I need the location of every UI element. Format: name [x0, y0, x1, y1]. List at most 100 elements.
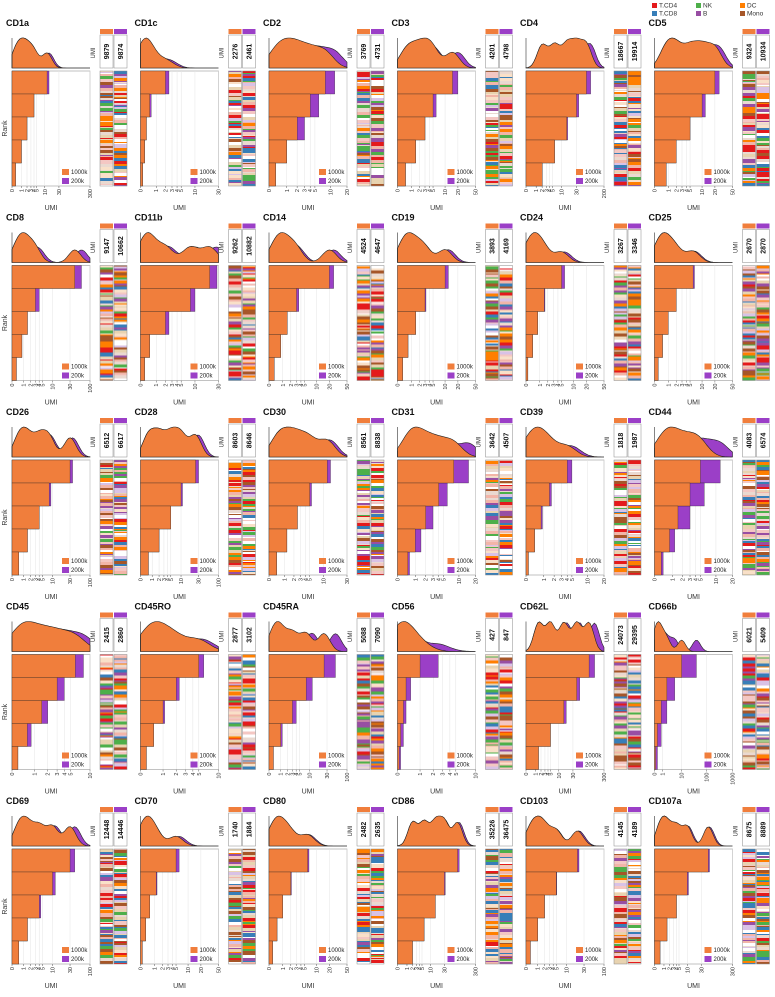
heatmap-cell	[229, 118, 242, 121]
x-tick-label: 1	[409, 189, 415, 192]
heatmap-cell	[628, 495, 641, 498]
heatmap-cell	[486, 313, 499, 315]
heatmap-cell	[100, 554, 113, 555]
heatmap-cell	[114, 485, 127, 488]
heatmap-cell	[100, 368, 113, 370]
heatmap-cell	[100, 184, 113, 185]
heatmap-cell	[100, 467, 113, 468]
heatmap-cell	[357, 520, 370, 523]
heatmap-cell	[229, 471, 242, 474]
heatmap-cell	[243, 763, 256, 764]
heatmap-cell	[486, 940, 499, 942]
heatmap-cell	[500, 160, 513, 161]
heatmap-cell	[229, 697, 242, 700]
heatmap-cell	[357, 98, 370, 101]
heatmap-cell	[486, 125, 499, 127]
heatmap-cell	[614, 731, 627, 732]
heatmap-cell	[486, 868, 499, 871]
heatmap-cell	[229, 169, 242, 171]
heatmap-cell	[500, 319, 513, 322]
heatmap-cell	[243, 82, 256, 83]
heatmap-cell	[243, 703, 256, 704]
heatmap-cell	[628, 761, 641, 763]
heatmap-cell	[357, 135, 370, 137]
heatmap-cell	[243, 294, 256, 297]
heatmap-cell	[614, 682, 627, 684]
legend-swatch	[191, 373, 198, 379]
density	[12, 427, 90, 457]
heatmap-cell	[628, 493, 641, 494]
rank-bar	[398, 312, 416, 335]
heatmap-cell	[628, 559, 641, 560]
heatmap-cell	[486, 701, 499, 702]
heatmap-cell	[743, 537, 756, 539]
heatmap-cell	[628, 266, 641, 268]
heatmap-cell	[500, 556, 513, 559]
heatmap-cell	[757, 164, 770, 167]
heatmap-cell	[628, 460, 641, 463]
heatmap-cell	[371, 497, 384, 498]
heatmap-cell	[357, 573, 370, 574]
heatmap-cell	[357, 526, 370, 529]
heatmap-cell	[371, 732, 384, 735]
heatmap-cell	[371, 80, 384, 83]
heatmap-cell	[229, 659, 242, 660]
heatmap-cell	[229, 499, 242, 501]
rank-bar	[269, 94, 310, 117]
heatmap-cell	[100, 503, 113, 506]
heatmap-cell	[371, 537, 384, 539]
heatmap-cell	[371, 86, 384, 89]
heatmap-cell	[614, 699, 627, 702]
heatmap-cell	[486, 896, 499, 899]
heatmap-cell	[628, 530, 641, 531]
heatmap-cell	[500, 953, 513, 954]
heatmap-cell	[114, 857, 127, 858]
heatmap-cell	[114, 371, 127, 373]
heatmap-cell	[500, 476, 513, 478]
rank-bar	[141, 918, 146, 941]
heatmap-cell	[614, 325, 627, 328]
heatmap-cell	[357, 551, 370, 554]
heatmap-cell	[100, 121, 113, 122]
heatmap-cell	[100, 281, 113, 282]
heatmap-cell	[357, 353, 370, 355]
rank-bar	[526, 701, 564, 724]
legend-label: 1000k	[71, 559, 88, 565]
heatmap-cell	[114, 322, 127, 323]
heatmap-cell	[243, 472, 256, 475]
heatmap-cell	[500, 729, 513, 731]
heatmap-cell	[500, 511, 513, 513]
heatmap-cell	[500, 864, 513, 865]
heatmap-cell	[243, 889, 256, 890]
heatmap-cell	[500, 293, 513, 296]
heatmap-cell	[743, 669, 756, 672]
heatmap-cell	[229, 93, 242, 96]
heatmap-cell	[357, 681, 370, 684]
heatmap-cell	[114, 745, 127, 748]
legend-label: 1000k	[457, 365, 474, 371]
heatmap-cell	[243, 173, 256, 175]
heatmap-cell	[743, 312, 756, 313]
heatmap-cell	[357, 658, 370, 661]
heatmap-cell	[757, 153, 770, 156]
legend-swatch	[191, 178, 198, 184]
x-tick-label: 30	[582, 967, 588, 973]
heatmap-cell	[100, 755, 113, 757]
heatmap-cell	[628, 113, 641, 116]
heatmap-cell	[500, 377, 513, 380]
legend-label: 200k	[200, 568, 214, 574]
heatmap-cell	[743, 359, 756, 361]
heatmap-cell	[229, 142, 242, 145]
total-header	[614, 29, 627, 34]
total-value: 9874	[118, 44, 125, 60]
heatmap-cell	[486, 92, 499, 94]
heatmap-cell	[114, 662, 127, 664]
heatmap-cell	[486, 351, 499, 352]
total-header	[357, 807, 370, 812]
heatmap-cell	[100, 148, 113, 150]
heatmap-cell	[628, 103, 641, 104]
heatmap-cell	[229, 533, 242, 535]
legend-swatch	[62, 169, 69, 175]
heatmap-cell	[229, 664, 242, 667]
heatmap-cell	[614, 704, 627, 706]
